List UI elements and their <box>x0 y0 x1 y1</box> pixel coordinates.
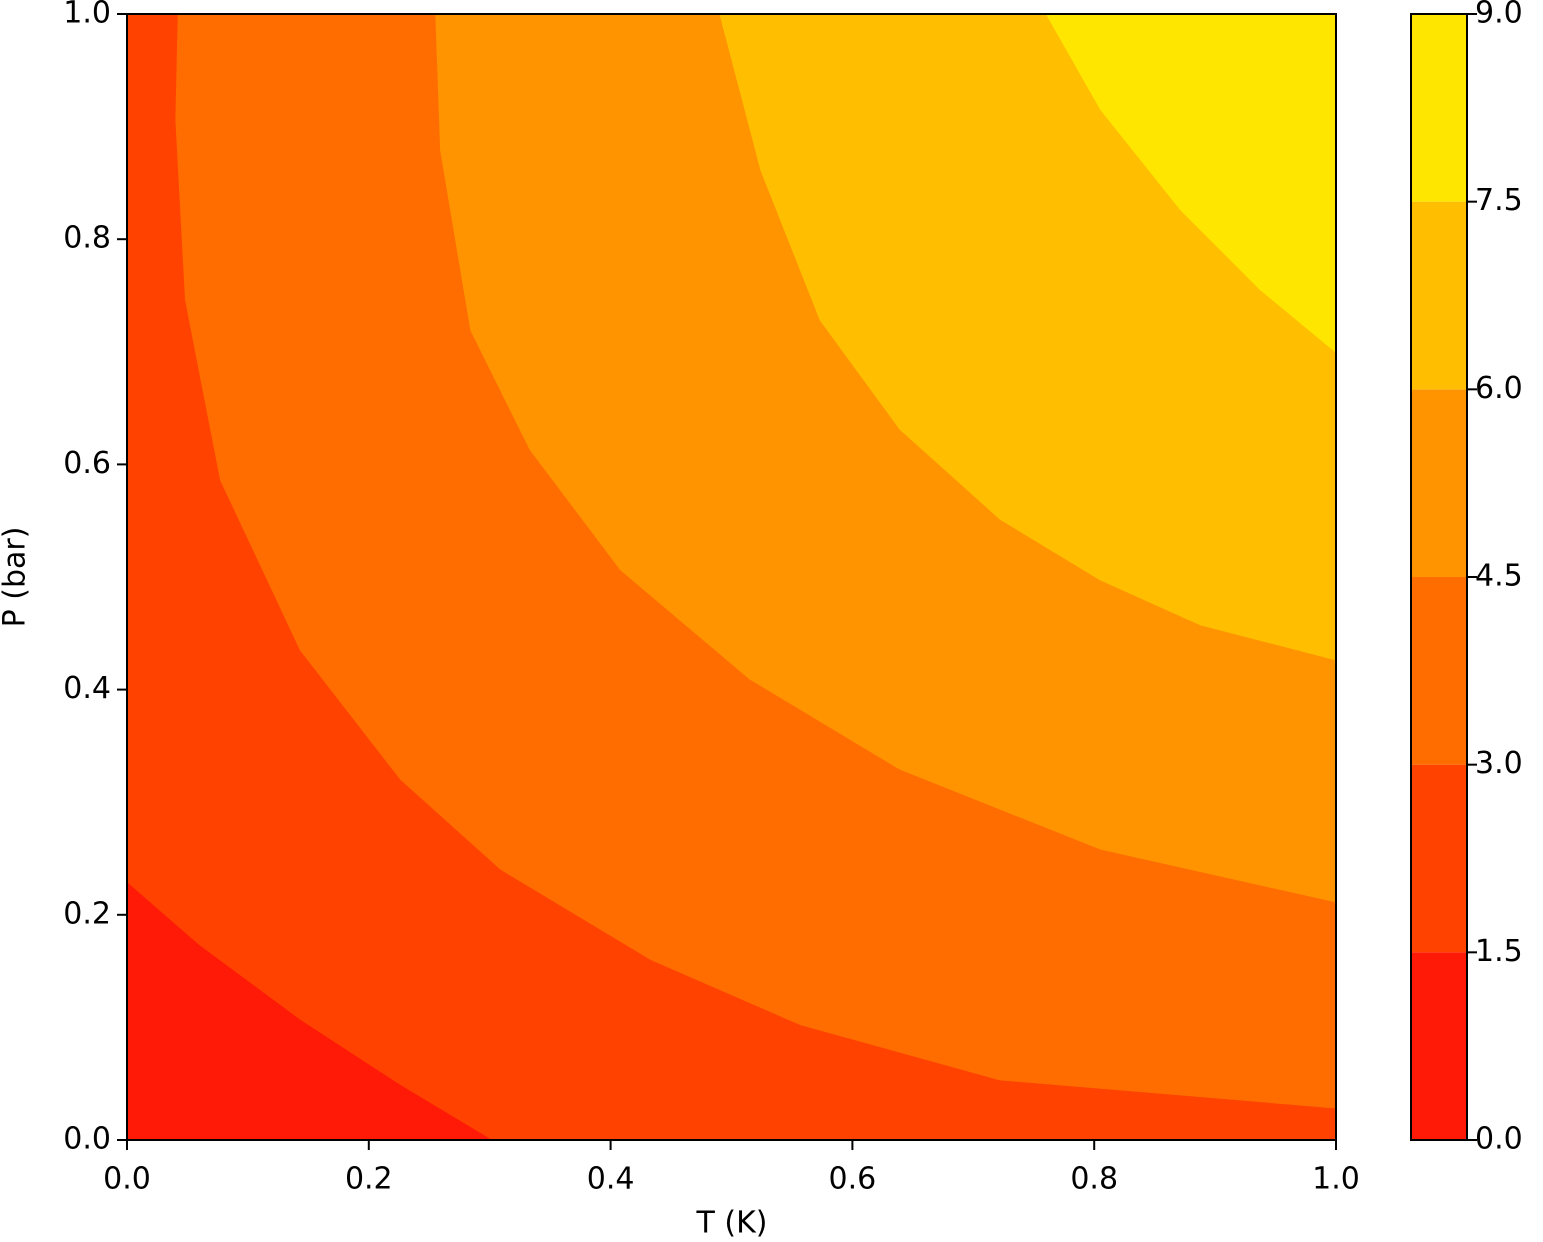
y-tick-label: 0.0 <box>63 1122 111 1157</box>
y-tick-label: 0.6 <box>63 446 111 481</box>
colorbar-tick-label: 0.0 <box>1475 1122 1523 1157</box>
x-tick-label: 0.2 <box>345 1162 393 1197</box>
x-tick-label: 0.4 <box>587 1162 635 1197</box>
y-tick-label: 0.8 <box>63 221 111 256</box>
y-axis-label: P (bar) <box>0 527 33 628</box>
plot-frame <box>126 13 1337 1141</box>
colorbar-band <box>1411 577 1467 765</box>
colorbar-band <box>1411 952 1467 1140</box>
y-tick-label: 0.2 <box>63 896 111 931</box>
colorbar-tick-label: 6.0 <box>1475 371 1523 406</box>
x-axis-label: T (K) <box>696 1206 768 1241</box>
colorbar-band <box>1411 201 1467 390</box>
colorbar-tick-label: 4.5 <box>1475 559 1523 594</box>
x-tick-label: 1.0 <box>1312 1162 1360 1197</box>
contour-region <box>1045 14 1336 353</box>
colorbar-tick-label: 3.0 <box>1475 746 1523 781</box>
colorbar-tick-label: 7.5 <box>1475 183 1523 218</box>
colorbar-band <box>1411 14 1467 202</box>
y-tick-label: 1.0 <box>63 0 111 31</box>
y-tick-label: 0.4 <box>63 671 111 706</box>
colorbar-tick-label: 1.5 <box>1475 934 1523 969</box>
colorbar-band <box>1411 389 1467 577</box>
colorbar-band <box>1411 764 1467 953</box>
x-tick-label: 0.0 <box>103 1162 151 1197</box>
colorbar-tick-label: 9.0 <box>1475 0 1523 31</box>
plot-area <box>127 14 1336 1140</box>
x-tick-label: 0.6 <box>829 1162 877 1197</box>
x-tick-label: 0.8 <box>1070 1162 1118 1197</box>
